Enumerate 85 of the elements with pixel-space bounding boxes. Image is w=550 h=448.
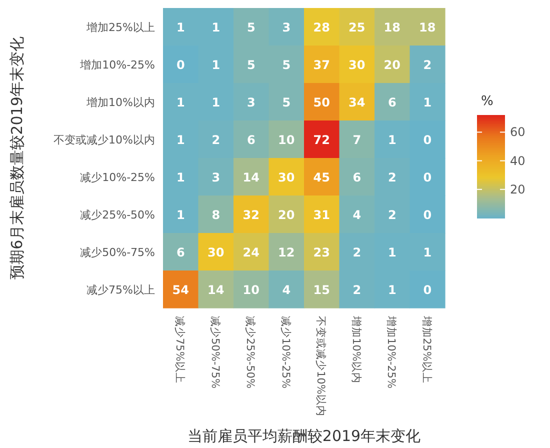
data-label: 10: [278, 132, 295, 147]
data-label: 18: [419, 20, 436, 34]
data-label: 2: [352, 245, 362, 260]
data-label: 15: [313, 282, 330, 297]
x-tick-label: 不变或减少10%以内: [314, 316, 328, 416]
color-bar-title: %: [481, 94, 494, 109]
color-bar-label: 40: [510, 154, 526, 168]
x-tick-label: 增加10%以内: [350, 315, 363, 384]
data-label: 8: [212, 208, 220, 222]
data-label: 5: [282, 95, 291, 110]
y-tick-label: 减少25%-50%: [80, 208, 155, 222]
data-label: 3: [212, 170, 220, 184]
data-label: 5: [282, 58, 291, 72]
data-label: 25: [348, 20, 366, 34]
data-label: 0: [423, 170, 432, 184]
data-label: 34: [348, 95, 366, 110]
data-label: 28: [313, 20, 330, 34]
data-label: 1: [212, 58, 220, 72]
data-label: 0: [176, 58, 185, 72]
data-label: 1: [176, 95, 185, 110]
x-tick-label: 减少25%-50%: [244, 316, 258, 388]
data-label: 12: [278, 245, 295, 260]
data-label: 6: [176, 245, 185, 260]
data-label: 1: [388, 282, 396, 297]
data-label: 1: [212, 95, 220, 110]
data-label: 1: [212, 20, 220, 34]
data-label: 1: [176, 170, 185, 184]
x-tick-label: 增加25%以上: [420, 315, 434, 384]
data-label: 1: [423, 245, 432, 260]
data-label: 54: [172, 282, 189, 297]
color-bar-label: 60: [510, 125, 526, 140]
data-label: 20: [384, 58, 400, 72]
data-label: 6: [246, 132, 256, 147]
data-label: 1: [388, 245, 396, 260]
data-label: 7: [352, 132, 362, 147]
data-label: 4: [352, 208, 362, 222]
data-label: 0: [423, 208, 432, 222]
data-label: 2: [388, 208, 396, 222]
data-label: 30: [278, 170, 295, 184]
data-label: 14: [208, 282, 224, 297]
y-tick-label: 不变或减少10%以内: [54, 133, 155, 146]
data-label: 2: [423, 58, 432, 72]
data-label: 1: [423, 95, 432, 110]
data-label: 4: [282, 282, 291, 297]
data-label: 6: [352, 170, 362, 184]
data-label: 45: [313, 170, 330, 184]
y-tick-label: 增加10%以内: [86, 96, 155, 109]
y-axis-title: 预期6月末雇员数量较2019年末变化: [8, 36, 26, 280]
y-tick-label: 减少50%-75%: [80, 246, 155, 259]
y-tick-label: 减少75%以上: [86, 283, 155, 296]
data-label: 1: [388, 132, 396, 147]
color-bar-label: 20: [510, 182, 526, 196]
data-label: 1: [176, 208, 185, 222]
y-tick-label: 减少10%-25%: [80, 170, 155, 184]
x-tick-label: 减少10%-25%: [279, 316, 292, 388]
data-label: 20: [278, 208, 295, 222]
data-label: 14: [242, 170, 260, 184]
data-label: 72: [313, 132, 330, 147]
data-label: 3: [282, 20, 291, 34]
data-label: 32: [242, 208, 260, 222]
x-tick-label: 增加10%-25%: [385, 315, 398, 388]
data-label: 0: [423, 282, 432, 297]
data-label: 18: [384, 20, 400, 34]
data-label: 2: [388, 170, 396, 184]
data-label: 10: [242, 282, 260, 297]
data-label: 50: [313, 95, 330, 110]
data-label: 3: [246, 95, 256, 110]
y-tick-label: 增加25%以上: [86, 20, 155, 34]
data-label: 30: [208, 245, 224, 260]
x-tick-label: 减少50%-75%: [208, 316, 222, 388]
data-label: 5: [246, 58, 256, 72]
data-label: 31: [313, 208, 330, 222]
data-label: 1: [176, 20, 185, 34]
data-label: 2: [212, 132, 220, 147]
data-label: 23: [313, 245, 330, 260]
data-label: 37: [313, 58, 330, 72]
x-axis-title: 当前雇员平均薪酬较2019年末变化: [187, 427, 421, 445]
data-label: 1: [176, 132, 185, 147]
data-label: 0: [423, 132, 432, 147]
data-label: 24: [242, 245, 260, 260]
data-label: 6: [388, 95, 396, 110]
y-tick-label: 增加10%-25%: [79, 58, 155, 72]
data-label: 2: [352, 282, 362, 297]
data-label: 5: [246, 20, 256, 34]
data-label: 30: [348, 58, 366, 72]
